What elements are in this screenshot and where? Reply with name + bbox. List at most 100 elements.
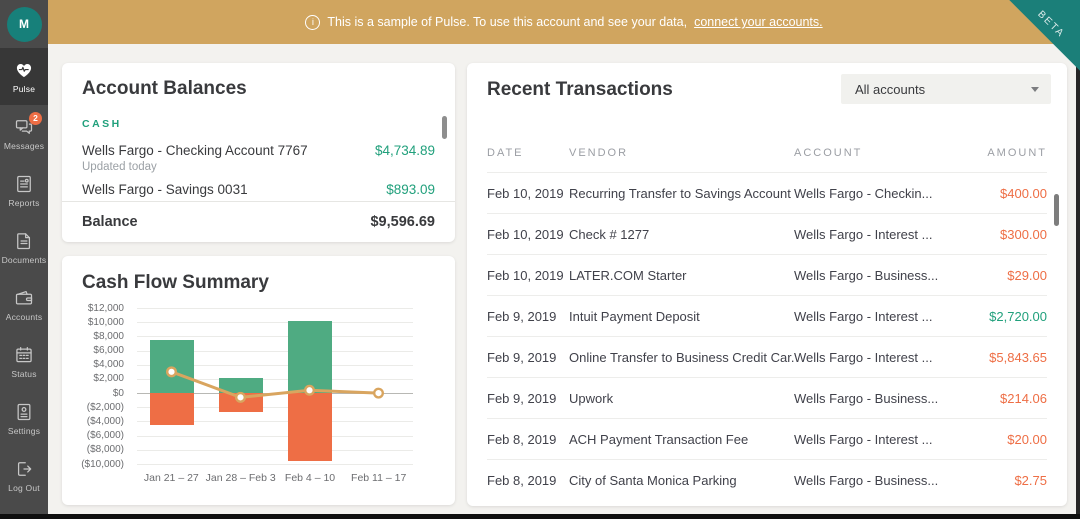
- chart-gridline: [137, 421, 413, 423]
- money-in-bar: [287, 321, 332, 394]
- chart-gridline: [137, 336, 413, 338]
- transaction-row[interactable]: Feb 10, 2019 Check # 1277 Wells Fargo - In…: [487, 213, 1047, 254]
- messages-badge: 2: [29, 111, 42, 125]
- transaction-row[interactable]: Feb 9, 2019 Online Transfer to Business C…: [487, 336, 1047, 377]
- cash-flow-card: Cash Flow Summary $12,000 $10,000 $8,000 $6…: [62, 256, 455, 505]
- left-column: Account Balances CASH Wells Fargo - Chec…: [62, 63, 455, 505]
- right-column: Recent Transactions All accounts DATE VE…: [467, 63, 1067, 506]
- transaction-amount: $5,843.65: [989, 349, 1047, 365]
- transaction-amount: $300.00: [1000, 226, 1047, 242]
- banner-text: This is a sample of Pulse. To use this a…: [327, 15, 688, 29]
- transaction-vendor: Upwork: [569, 390, 614, 406]
- main-content: Account Balances CASH Wells Fargo - Chec…: [48, 44, 1076, 514]
- x-tick-label: Jan 21 – 27: [143, 472, 199, 484]
- sidebar-item-label: Messages: [3, 140, 45, 151]
- transaction-amount: $2.75: [1014, 472, 1047, 488]
- y-tick-label: $12,000: [87, 302, 124, 314]
- transaction-row[interactable]: Feb 10, 2019 Recurring Transfer to Saving…: [487, 172, 1047, 213]
- account-balances-card: Account Balances CASH Wells Fargo - Chec…: [62, 63, 455, 242]
- account-list[interactable]: Wells Fargo - Checking Account 7767 $4,73…: [62, 143, 455, 201]
- x-tick-label: Feb 4 – 10: [284, 472, 336, 484]
- sidebar-item-label: Accounts: [5, 311, 43, 322]
- transaction-row[interactable]: Feb 9, 2019 Intuit Payment Deposit Wells F…: [487, 295, 1047, 336]
- chart-gridline: [137, 364, 413, 366]
- logout-icon: [14, 459, 34, 479]
- net-cash-point: [234, 391, 246, 403]
- sidebar-item-reports[interactable]: Reports: [0, 162, 48, 219]
- sample-banner: This is a sample of Pulse. To use this a…: [48, 0, 1080, 44]
- net-cash-point: [166, 366, 178, 378]
- y-tick-label: $0: [112, 387, 124, 399]
- transaction-row[interactable]: Feb 10, 2019 LATER.COM Starter Wells Fargo…: [487, 254, 1047, 295]
- transaction-date: Feb 9, 2019: [487, 390, 557, 406]
- transaction-vendor: ACH Payment Transaction Fee: [569, 431, 749, 447]
- y-tick-label: ($6,000): [86, 430, 124, 442]
- transaction-vendor: Online Transfer to Business Credit Car..…: [569, 349, 794, 365]
- sidebar-item-pulse[interactable]: Pulse: [0, 48, 48, 105]
- transaction-account: Wells Fargo - Interest ...: [794, 349, 933, 365]
- x-tick-label: Feb 11 – 17: [351, 472, 407, 484]
- chart-plot: [137, 308, 413, 465]
- transaction-vendor: LATER.COM Starter: [569, 267, 687, 283]
- reports-icon: [14, 174, 34, 194]
- column-header-account: ACCOUNT: [794, 147, 863, 159]
- transaction-vendor: Check # 1277: [569, 226, 650, 242]
- transaction-amount: $2,720.00: [989, 308, 1047, 324]
- y-tick-label: ($10,000): [81, 458, 124, 470]
- account-balances-title: Account Balances: [82, 78, 247, 99]
- recent-transactions-card: Recent Transactions All accounts DATE VE…: [467, 63, 1067, 506]
- documents-icon: [14, 231, 34, 251]
- account-list-scrollbar[interactable]: [442, 116, 447, 139]
- transaction-vendor: Intuit Payment Deposit: [569, 308, 700, 324]
- avatar-wrap: M: [0, 0, 48, 48]
- transaction-date: Feb 10, 2019: [487, 267, 564, 283]
- sidebar-item-label: Status: [11, 368, 37, 379]
- y-tick-label: $8,000: [93, 330, 124, 342]
- balance-amount: $9,596.69: [370, 213, 435, 230]
- transaction-account: Wells Fargo - Checkin...: [794, 185, 933, 201]
- sidebar-item-log-out[interactable]: Log Out: [0, 447, 48, 504]
- transaction-date: Feb 10, 2019: [487, 185, 564, 201]
- transactions-scrollbar[interactable]: [1054, 194, 1059, 226]
- transaction-row[interactable]: Feb 8, 2019 City of Santa Monica Parking W…: [487, 459, 1047, 500]
- transaction-account: Wells Fargo - Business...: [794, 390, 939, 406]
- transaction-row[interactable]: Feb 9, 2019 Upwork Wells Fargo - Business.…: [487, 377, 1047, 418]
- transaction-amount: $214.06: [1000, 390, 1047, 406]
- sidebar-item-label: Reports: [8, 197, 40, 208]
- sidebar-item-settings[interactable]: Settings: [0, 390, 48, 447]
- pulse-heart-icon: [14, 60, 34, 80]
- sidebar-item-messages[interactable]: 2 Messages: [0, 105, 48, 162]
- transaction-account: Wells Fargo - Business...: [794, 267, 939, 283]
- window-bottom-edge: [0, 514, 1080, 519]
- y-tick-label: $6,000: [93, 345, 124, 357]
- chart-gridline: [137, 350, 413, 352]
- balance-row: Balance $9,596.69: [62, 202, 455, 241]
- transaction-vendor: Recurring Transfer to Savings Account: [569, 185, 791, 201]
- transaction-account: Wells Fargo - Interest ...: [794, 226, 933, 242]
- chart-gridline: [137, 322, 413, 324]
- sidebar-item-documents[interactable]: Documents: [0, 219, 48, 276]
- chart-gridline: [137, 449, 413, 451]
- money-out-bar: [149, 393, 194, 425]
- net-cash-point: [372, 387, 384, 399]
- account-amount: $4,734.89: [374, 143, 435, 158]
- transaction-account: Wells Fargo - Interest ...: [794, 308, 933, 324]
- connect-accounts-link[interactable]: connect your accounts.: [694, 15, 823, 29]
- avatar[interactable]: M: [6, 6, 42, 42]
- beta-ribbon-label: BETA: [1035, 8, 1067, 41]
- info-icon: [305, 14, 321, 30]
- transaction-amount: $400.00: [1000, 185, 1047, 201]
- y-tick-label: $4,000: [93, 359, 124, 371]
- money-in-bar: [218, 378, 263, 394]
- column-header-amount: AMOUNT: [987, 147, 1047, 159]
- sidebar-item-accounts[interactable]: Accounts: [0, 276, 48, 333]
- transactions-list: Feb 10, 2019 Recurring Transfer to Saving…: [487, 172, 1047, 500]
- sidebar-item-status[interactable]: Status: [0, 333, 48, 390]
- transaction-row[interactable]: Feb 8, 2019 ACH Payment Transaction Fee We…: [487, 418, 1047, 459]
- money-out-bar: [287, 393, 332, 462]
- chart-gridline: [137, 435, 413, 437]
- account-filter-value: All accounts: [855, 81, 926, 97]
- transaction-date: Feb 8, 2019: [487, 431, 557, 447]
- transaction-account: Wells Fargo - Business...: [794, 472, 939, 488]
